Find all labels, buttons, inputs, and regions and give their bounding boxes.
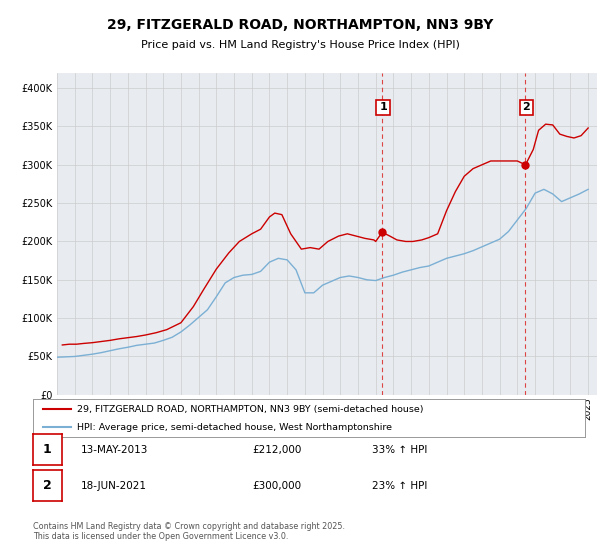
- Text: £300,000: £300,000: [252, 481, 301, 491]
- Text: 13-MAY-2013: 13-MAY-2013: [81, 445, 148, 455]
- Text: 1: 1: [43, 443, 52, 456]
- Text: 2: 2: [43, 479, 52, 492]
- Text: £212,000: £212,000: [252, 445, 301, 455]
- Text: Price paid vs. HM Land Registry's House Price Index (HPI): Price paid vs. HM Land Registry's House …: [140, 40, 460, 50]
- Text: HPI: Average price, semi-detached house, West Northamptonshire: HPI: Average price, semi-detached house,…: [77, 423, 392, 432]
- Text: 29, FITZGERALD ROAD, NORTHAMPTON, NN3 9BY (semi-detached house): 29, FITZGERALD ROAD, NORTHAMPTON, NN3 9B…: [77, 404, 424, 413]
- Text: 29, FITZGERALD ROAD, NORTHAMPTON, NN3 9BY: 29, FITZGERALD ROAD, NORTHAMPTON, NN3 9B…: [107, 18, 493, 32]
- Text: 23% ↑ HPI: 23% ↑ HPI: [372, 481, 427, 491]
- Text: Contains HM Land Registry data © Crown copyright and database right 2025.
This d: Contains HM Land Registry data © Crown c…: [33, 522, 345, 542]
- Text: 18-JUN-2021: 18-JUN-2021: [81, 481, 147, 491]
- Text: 1: 1: [379, 102, 387, 113]
- Text: 33% ↑ HPI: 33% ↑ HPI: [372, 445, 427, 455]
- Text: 2: 2: [523, 102, 530, 113]
